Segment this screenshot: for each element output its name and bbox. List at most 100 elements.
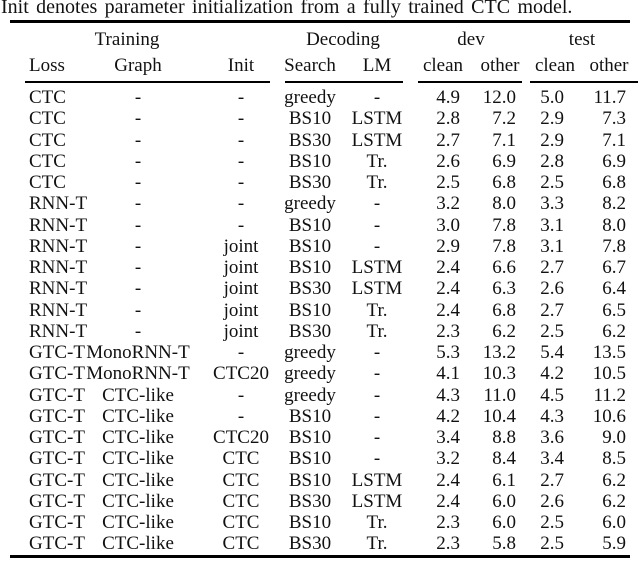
cell-test-other: 8.2 — [602, 193, 626, 215]
cell-lm: - — [373, 405, 381, 427]
cell-dev-other: 6.3 — [492, 278, 516, 300]
cell-dev-clean: 2.7 — [436, 129, 460, 151]
cell-search: BS10 — [288, 150, 332, 172]
cell-init: - — [237, 193, 245, 215]
cell-loss: RNN-T — [29, 235, 88, 257]
cell-dev-other: 8.0 — [492, 193, 516, 215]
group-header-training: Training — [94, 29, 160, 50]
table-row: RNN-T - joint BS30 LSTM 2.4 6.3 2.6 6.4 — [0, 278, 626, 300]
cell-search: BS10 — [288, 299, 332, 321]
cell-search: BS10 — [288, 108, 332, 130]
cell-search: greedy — [284, 384, 336, 406]
table-row: GTC-T CTC-like CTC BS10 - 3.2 8.4 3.4 8.… — [0, 448, 626, 470]
cell-test-clean: 4.2 — [540, 363, 564, 385]
cell-loss: GTC-T — [29, 448, 85, 470]
cell-lm: - — [373, 214, 381, 236]
cell-graph: - — [134, 235, 142, 257]
cell-test-clean: 2.7 — [540, 469, 564, 491]
cell-loss: RNN-T — [29, 214, 88, 236]
midrule-decoding — [285, 81, 403, 83]
cell-search: BS30 — [288, 278, 332, 300]
cell-test-other: 6.2 — [602, 490, 626, 512]
column-header-init: Init — [227, 55, 255, 76]
cell-test-other: 7.3 — [602, 108, 626, 130]
cell-dev-clean: 4.3 — [436, 384, 460, 406]
cell-dev-clean: 2.5 — [436, 172, 460, 193]
cell-graph: CTC-like — [102, 533, 174, 555]
cell-init: CTC20 — [213, 427, 269, 448]
table-row: CTC - - greedy - 4.9 12.0 5.0 11.7 — [0, 87, 626, 108]
cell-test-other: 7.8 — [602, 235, 626, 257]
cell-lm: LSTM — [351, 108, 403, 130]
cell-search: BS10 — [288, 235, 332, 257]
cell-init: - — [237, 172, 245, 193]
cell-dev-other: 6.6 — [492, 257, 516, 278]
cell-dev-other: 6.2 — [492, 320, 516, 342]
cell-test-clean: 2.5 — [540, 533, 564, 555]
cell-test-clean: 2.5 — [540, 172, 564, 193]
cell-test-clean: 3.3 — [540, 193, 564, 215]
cell-dev-clean: 3.2 — [436, 448, 460, 470]
cell-init: joint — [223, 299, 259, 321]
cell-graph: - — [134, 193, 142, 215]
table-row: CTC - - BS10 Tr. 2.6 6.9 2.8 6.9 — [0, 150, 626, 172]
cell-lm: LSTM — [351, 490, 403, 512]
cell-init: CTC — [222, 512, 260, 533]
cell-loss: CTC — [29, 108, 66, 130]
cell-graph: - — [134, 214, 142, 236]
cell-dev-other: 8.8 — [492, 427, 516, 448]
table-row: GTC-T CTC-like CTC BS30 LSTM 2.4 6.0 2.6… — [0, 490, 626, 512]
column-header-dev-other: other — [480, 55, 520, 76]
column-header-graph: Graph — [114, 55, 162, 76]
cell-dev-other: 6.8 — [492, 172, 516, 193]
cell-lm: Tr. — [366, 320, 388, 342]
cell-test-other: 6.5 — [602, 299, 626, 321]
cell-dev-other: 6.8 — [492, 299, 516, 321]
cell-test-clean: 2.6 — [540, 278, 564, 300]
cell-graph: - — [134, 150, 142, 172]
cell-search: greedy — [284, 342, 336, 363]
cell-init: CTC — [222, 490, 260, 512]
cell-search: greedy — [284, 193, 336, 215]
cell-graph: MonoRNN-T — [86, 363, 190, 385]
table-row: GTC-T CTC-like CTC BS30 Tr. 2.3 5.8 2.5 … — [0, 533, 626, 555]
cell-search: BS30 — [288, 172, 332, 193]
cell-dev-other: 10.4 — [482, 405, 516, 427]
cell-test-other: 8.0 — [602, 214, 626, 236]
midrule-training — [25, 81, 270, 83]
cell-init: CTC — [222, 448, 260, 470]
cell-dev-clean: 2.3 — [436, 512, 460, 533]
cell-test-other: 10.5 — [592, 363, 626, 385]
cell-dev-other: 8.4 — [492, 448, 516, 470]
cell-test-clean: 2.6 — [540, 490, 564, 512]
cell-test-other: 9.0 — [602, 427, 626, 448]
cell-init: CTC20 — [213, 363, 269, 385]
cell-init: - — [237, 405, 245, 427]
cell-graph: CTC-like — [102, 427, 174, 448]
cell-test-other: 10.6 — [592, 405, 626, 427]
column-header-row: Loss Graph Init Search LM clean other cl… — [0, 55, 640, 77]
cell-dev-other: 6.0 — [492, 512, 516, 533]
cell-test-other: 5.9 — [602, 533, 626, 555]
cell-test-clean: 2.8 — [540, 150, 564, 172]
cell-dev-other: 7.8 — [492, 235, 516, 257]
table-row: CTC - - BS10 LSTM 2.8 7.2 2.9 7.3 — [0, 108, 626, 130]
table-row: GTC-T CTC-like CTC20 BS10 - 3.4 8.8 3.6 … — [0, 427, 626, 448]
cell-lm: - — [373, 87, 381, 108]
cell-dev-clean: 2.4 — [436, 469, 460, 491]
cell-graph: CTC-like — [102, 469, 174, 491]
cell-dev-other: 12.0 — [482, 87, 516, 108]
cell-test-clean: 2.7 — [540, 257, 564, 278]
cell-dev-clean: 3.2 — [436, 193, 460, 215]
cell-graph: - — [134, 87, 142, 108]
cell-search: BS30 — [288, 129, 332, 151]
cell-init: joint — [223, 278, 259, 300]
cell-search: BS30 — [288, 533, 332, 555]
cell-init: - — [237, 342, 245, 363]
cell-loss: CTC — [29, 150, 66, 172]
cell-dev-other: 7.8 — [492, 214, 516, 236]
cell-dev-clean: 4.1 — [436, 363, 460, 385]
cell-lm: Tr. — [366, 150, 388, 172]
cell-dev-other: 6.9 — [492, 150, 516, 172]
